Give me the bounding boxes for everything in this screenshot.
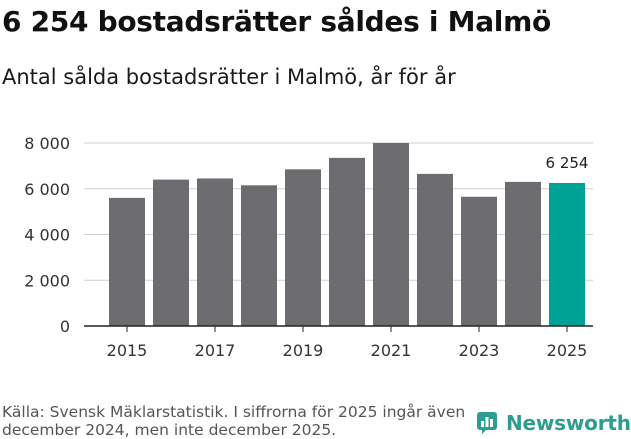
bar-chart: 0 2 000 4 000 6 000 8 000 2015 2017 2019 2021 202…	[24, 134, 593, 360]
x-tick-label: 2017	[195, 341, 236, 360]
x-tick-label: 2019	[283, 341, 324, 360]
bar-2017	[197, 178, 233, 326]
bar-2015	[109, 197, 145, 326]
bar-2016	[153, 179, 189, 326]
x-tick-label: 2021	[371, 341, 412, 360]
y-tick-label: 2 000	[24, 271, 70, 290]
bar-2020	[329, 157, 365, 326]
bar-2025	[549, 182, 585, 326]
brand-name: Newsworthy	[506, 411, 631, 435]
bar-2024	[505, 181, 541, 326]
bar-2022	[417, 173, 453, 326]
brand-logo: Newsworthy	[476, 408, 631, 438]
y-tick-label: 4 000	[24, 226, 70, 245]
y-tick-label: 0	[60, 317, 70, 336]
x-tick-label: 2025	[547, 341, 588, 360]
bar-2021	[373, 143, 409, 326]
newsworthy-icon	[477, 412, 497, 434]
chart-title: 6 254 bostadsrätter såldes i Malmö	[2, 5, 551, 38]
x-tick-label: 2015	[107, 341, 148, 360]
y-tick-label: 8 000	[24, 134, 70, 153]
bar-2023	[461, 196, 497, 326]
source-note: Källa: Svensk Mäklarstatistik. I siffror…	[2, 403, 466, 439]
data-label: 6 254	[546, 154, 589, 172]
bar-2018	[241, 185, 277, 326]
y-tick-label: 6 000	[24, 180, 70, 199]
bar-2019	[285, 169, 321, 326]
chart-subtitle: Antal sålda bostadsrätter i Malmö, år fö…	[2, 65, 456, 89]
x-tick-label: 2023	[459, 341, 500, 360]
